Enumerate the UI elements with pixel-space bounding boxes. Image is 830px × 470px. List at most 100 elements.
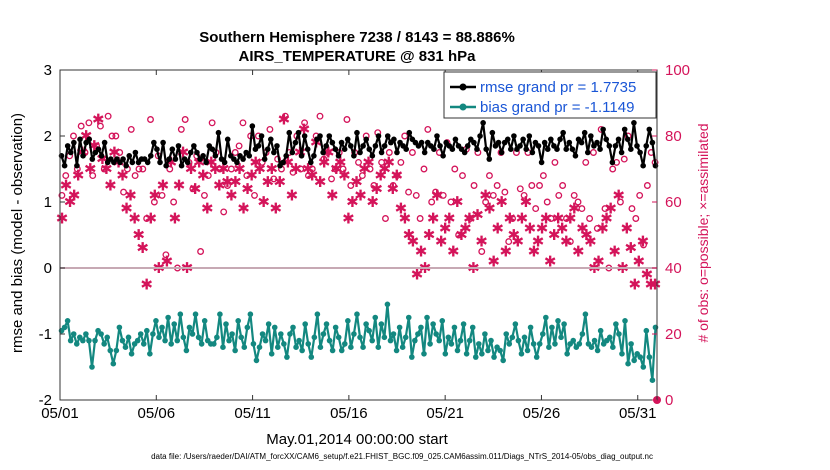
- assimilated-obs-marker: ✱: [520, 193, 533, 211]
- rmse-point: [384, 133, 391, 139]
- assimilated-obs-marker: ✱: [229, 173, 242, 191]
- bias-point: [591, 337, 598, 344]
- assimilated-obs-marker: ✱: [346, 193, 359, 211]
- rmse-point: [618, 149, 625, 156]
- assimilated-obs-marker: ✱: [524, 219, 537, 237]
- possible-obs-marker: [131, 172, 139, 180]
- rmse-point: [612, 143, 619, 149]
- rmse-point: [71, 139, 77, 146]
- bias-point: [378, 321, 385, 327]
- assimilated-obs-marker: ✱: [274, 173, 287, 191]
- rmse-point: [123, 162, 129, 169]
- rmse-point: [495, 139, 502, 146]
- bias-point: [421, 351, 427, 357]
- bias-point: [375, 344, 382, 351]
- bias-point: [500, 357, 506, 364]
- bias-point: [86, 337, 92, 344]
- footnote: data file: /Users/raeder/DAI/ATM_forcXX/…: [151, 452, 653, 461]
- assimilated-obs-marker: ✱: [624, 239, 637, 257]
- rmse-point: [89, 156, 96, 162]
- rmse-point: [489, 129, 496, 136]
- possible-obs-marker: [470, 182, 478, 189]
- assimilated-obs-marker: ✱: [596, 219, 609, 237]
- assimilated-obs-marker: ✱: [503, 210, 516, 228]
- possible-obs-marker: [520, 191, 528, 199]
- rmse-point: [178, 162, 185, 169]
- possible-obs-marker: [289, 168, 297, 176]
- possible-obs-marker: [551, 158, 559, 166]
- bias-point: [70, 331, 77, 337]
- possible-obs-marker: [501, 188, 509, 196]
- rmse-point: [631, 120, 637, 126]
- bias-point: [329, 347, 336, 354]
- possible-obs-marker: [139, 165, 147, 173]
- assimilated-obs-marker: ✱: [560, 233, 573, 251]
- assimilated-obs-marker: ✱: [161, 252, 174, 270]
- possible-obs-marker: [539, 172, 547, 180]
- assimilated-obs-marker: ✱: [241, 180, 254, 198]
- bias-point: [89, 364, 95, 370]
- possible-obs-marker: [251, 191, 258, 199]
- rmse-point: [603, 136, 610, 143]
- bias-point: [284, 354, 290, 360]
- bias-point: [503, 331, 510, 337]
- possible-obs-marker: [370, 182, 378, 189]
- rmse-point: [511, 133, 517, 139]
- x-tick-label: 05/16: [330, 405, 368, 422]
- possible-obs-marker: [528, 182, 536, 189]
- rmse-point: [323, 143, 329, 149]
- rmse-point: [348, 143, 354, 149]
- bias-point: [229, 331, 235, 337]
- bias-point: [430, 321, 436, 327]
- bias-point: [530, 341, 537, 347]
- assimilated-obs-marker: ✱: [584, 233, 597, 251]
- assimilated-obs-marker: ✱: [249, 153, 262, 171]
- rmse-point: [421, 149, 428, 156]
- possible-obs-marker: [563, 215, 570, 222]
- possible-obs-marker: [104, 112, 112, 120]
- rmse-point: [483, 146, 490, 152]
- bias-point: [463, 351, 470, 357]
- bias-point: [479, 351, 485, 357]
- x-tick-label: 05/01: [41, 405, 79, 422]
- rmse-point: [529, 149, 536, 156]
- bias-point: [448, 341, 455, 347]
- bias-point: [476, 341, 482, 347]
- y-right-tick-label: 100: [665, 62, 690, 79]
- bias-point: [67, 337, 74, 344]
- possible-obs-marker: [120, 188, 128, 196]
- assimilated-obs-marker: ✱: [358, 160, 371, 178]
- bias-point: [436, 337, 443, 344]
- possible-obs-marker: [316, 112, 324, 120]
- assimilated-obs-marker: ✱: [620, 219, 633, 237]
- bias-point: [308, 354, 315, 360]
- possible-obs-marker: [547, 215, 555, 222]
- rmse-point: [301, 133, 308, 139]
- bias-point: [290, 324, 296, 331]
- bias-point: [579, 331, 586, 337]
- assimilated-obs-marker: ✱: [265, 160, 278, 178]
- rmse-point: [175, 143, 182, 149]
- possible-obs-marker: [586, 215, 594, 222]
- bias-point: [457, 337, 464, 344]
- assimilated-obs-marker: ✱: [479, 186, 492, 204]
- rmse-point: [169, 146, 176, 152]
- assimilated-obs-marker: ✱: [116, 167, 129, 185]
- rmse-point: [67, 149, 74, 156]
- possible-obs-marker: [150, 198, 158, 206]
- bias-point: [524, 347, 531, 354]
- bias-point: [512, 321, 519, 327]
- assimilated-obs-marker: ✱: [395, 200, 408, 218]
- rmse-point: [101, 139, 108, 146]
- possible-obs-marker: [632, 215, 640, 222]
- rmse-point: [212, 153, 219, 159]
- bias-point: [159, 324, 165, 331]
- rmse-point: [317, 133, 323, 139]
- rmse-point: [120, 156, 126, 162]
- bias-point: [134, 337, 141, 344]
- bias-point: [491, 354, 497, 360]
- rmse-point: [609, 159, 616, 166]
- bias-point: [372, 314, 379, 321]
- assimilated-obs-marker: ✱: [128, 210, 141, 228]
- possible-obs-marker: [532, 205, 540, 213]
